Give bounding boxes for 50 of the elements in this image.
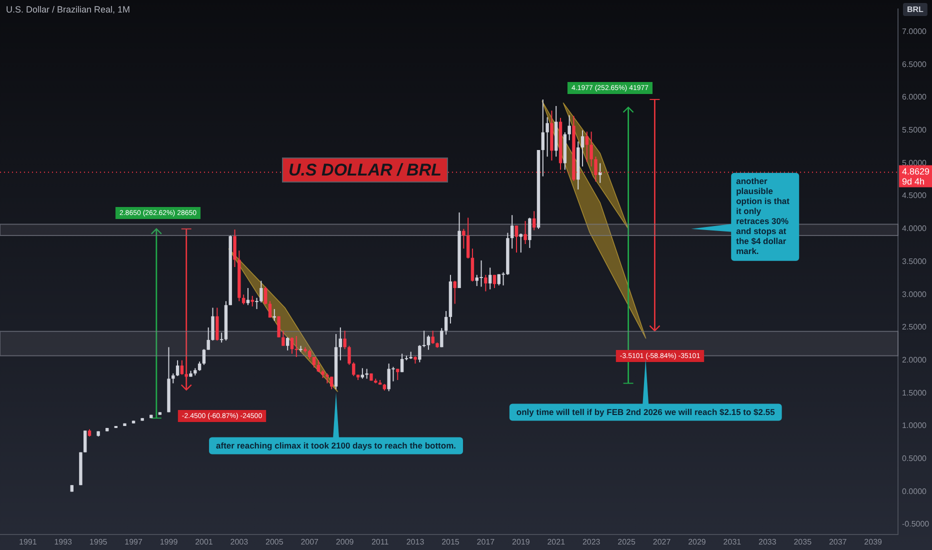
y-tick-label: -0.5000 xyxy=(902,520,930,529)
x-tick-label: 1993 xyxy=(54,537,73,546)
x-tick-label: 1991 xyxy=(18,537,38,546)
x-tick-label: 2027 xyxy=(652,537,672,546)
y-tick-label: 1.5000 xyxy=(902,388,928,398)
x-tick-label: 1997 xyxy=(124,537,143,546)
x-tick-label: 2007 xyxy=(300,537,320,546)
x-tick-label: 2001 xyxy=(195,537,214,546)
x-tick-label: 2003 xyxy=(230,537,249,546)
x-tick-label: 2033 xyxy=(758,537,777,546)
y-tick-label: 4.0000 xyxy=(902,224,928,234)
x-tick-label: 2017 xyxy=(476,537,496,546)
x-tick-label: 1999 xyxy=(160,537,178,546)
x-tick-label: 2009 xyxy=(336,537,354,546)
y-tick-label: 0.5000 xyxy=(902,454,928,464)
y-tick-label: 7.0000 xyxy=(902,27,928,36)
candlestick xyxy=(294,336,298,358)
x-tick-label: 2015 xyxy=(442,537,460,546)
y-tick-label: 2.0000 xyxy=(902,356,928,364)
annotation: U.S DOLLAR / BRL xyxy=(288,160,442,180)
x-tick-label: 2029 xyxy=(688,537,706,546)
y-tick-label: 5.5000 xyxy=(902,126,928,135)
x-tick-label: 2023 xyxy=(582,537,601,546)
y-tick-label: 4.5000 xyxy=(902,191,928,200)
x-tick-label: 2039 xyxy=(864,537,883,546)
annotation: only time will tell if by FEB 2nd 2026 we will reach $2.15 to $2.55 xyxy=(516,407,776,418)
y-axis-title: BRL xyxy=(907,5,924,14)
chart-title: U.S. Dollar / Brazilian Real, 1M xyxy=(6,4,130,14)
x-tick-label: 1995 xyxy=(89,537,108,546)
x-tick-label: 2021 xyxy=(547,537,566,546)
annotation: another plausible option is that it only retraces 30% and stops at the $4 dollar mark. xyxy=(736,176,790,256)
y-tick-label: 6.0000 xyxy=(902,92,928,102)
candlestick xyxy=(480,260,483,287)
candlestick xyxy=(422,330,426,348)
x-tick-label: 2035 xyxy=(794,537,812,546)
annotation: after reaching climax it took 2100 days to reach the bottom. xyxy=(216,440,456,451)
y-tick-label: 6.5000 xyxy=(902,60,928,69)
y-tick-label: 1.0000 xyxy=(902,421,928,430)
y-tick-label: 2.5000 xyxy=(902,322,928,332)
y-tick-label: 3.0000 xyxy=(902,290,928,299)
x-tick-label: 2005 xyxy=(265,537,284,546)
ref-line-label: 4.8629 9d 4h xyxy=(902,166,930,187)
x-tick-label: 2031 xyxy=(723,537,742,546)
x-tick-label: 2013 xyxy=(406,537,425,546)
x-tick-label: 2011 xyxy=(371,537,390,546)
y-tick-label: 3.5000 xyxy=(902,256,928,266)
x-tick-label: 2019 xyxy=(512,537,530,546)
y-tick-label: 0.0000 xyxy=(902,486,928,496)
x-tick-label: 2025 xyxy=(618,537,636,546)
x-tick-label: 2037 xyxy=(828,537,848,546)
